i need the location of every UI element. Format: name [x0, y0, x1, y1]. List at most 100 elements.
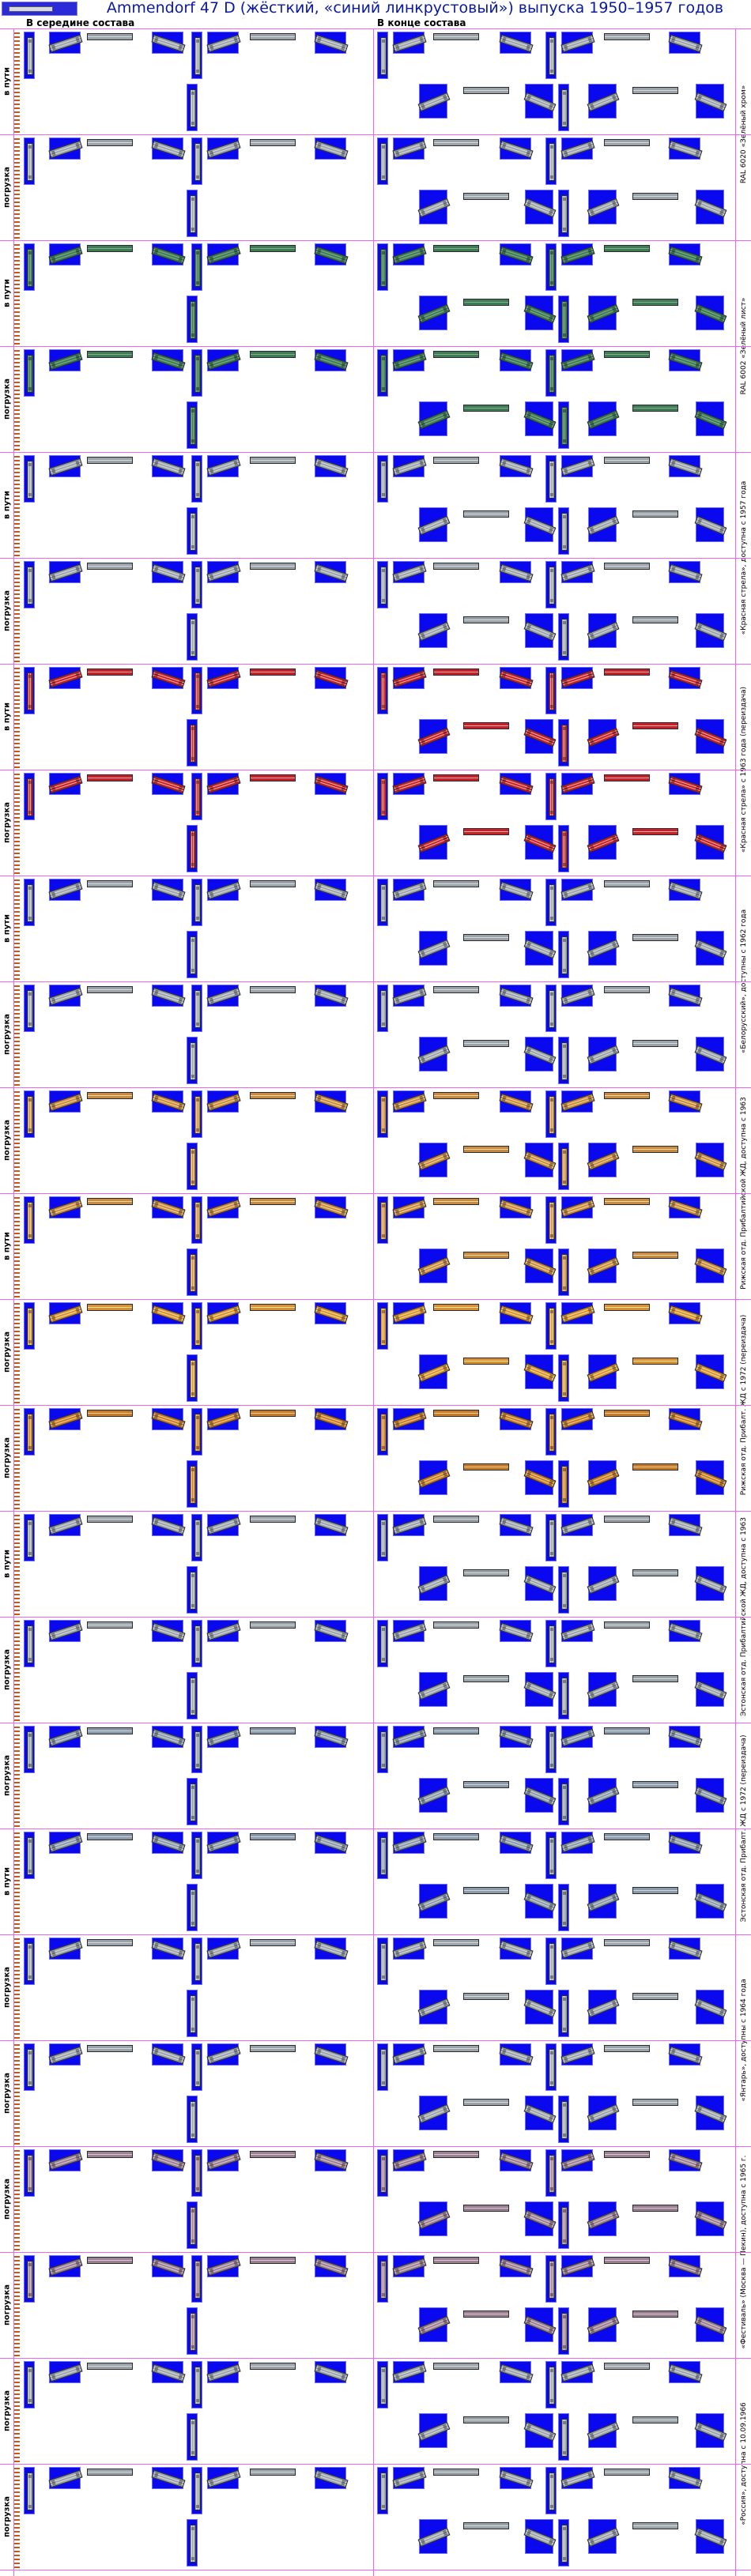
car-sprite-thumb[interactable]	[206, 1090, 241, 1113]
car-sprite-thumb[interactable]	[417, 1037, 451, 1071]
car-sprite-vertical[interactable]	[558, 2307, 569, 2355]
car-sprite-thumb[interactable]	[499, 985, 534, 1007]
car-sprite-vertical[interactable]	[191, 1408, 202, 1456]
car-sprite-side[interactable]	[250, 2469, 296, 2476]
car-sprite-vertical[interactable]	[191, 1302, 202, 1350]
car-sprite-side[interactable]	[604, 774, 650, 781]
car-sprite-thumb[interactable]	[668, 349, 703, 371]
car-sprite-thumb[interactable]	[314, 985, 349, 1007]
car-sprite-vertical[interactable]	[558, 1566, 569, 1614]
car-sprite-thumb[interactable]	[668, 1514, 703, 1536]
car-sprite-vertical[interactable]	[187, 613, 198, 661]
car-sprite-vertical[interactable]	[24, 1726, 35, 1773]
car-sprite-thumb[interactable]	[151, 349, 186, 371]
car-sprite-vertical[interactable]	[191, 985, 202, 1032]
car-sprite-thumb[interactable]	[48, 349, 83, 371]
car-sprite-side[interactable]	[632, 2310, 678, 2318]
car-sprite-thumb[interactable]	[560, 2149, 595, 2171]
car-sprite-vertical[interactable]	[377, 2255, 388, 2303]
car-sprite-vertical[interactable]	[377, 1302, 388, 1350]
car-sprite-thumb[interactable]	[587, 1778, 620, 1813]
car-sprite-thumb[interactable]	[48, 1726, 83, 1748]
car-sprite-thumb[interactable]	[668, 2255, 703, 2277]
car-sprite-side[interactable]	[250, 33, 296, 40]
car-sprite-vertical[interactable]	[187, 296, 198, 343]
car-sprite-side[interactable]	[604, 1304, 650, 1311]
car-sprite-thumb[interactable]	[694, 2519, 727, 2554]
car-sprite-side[interactable]	[87, 986, 133, 993]
car-sprite-thumb[interactable]	[392, 1090, 427, 1113]
car-sprite-side[interactable]	[250, 1621, 296, 1629]
car-sprite-thumb[interactable]	[151, 1408, 186, 1430]
car-sprite-thumb[interactable]	[314, 1620, 349, 1642]
car-sprite-thumb[interactable]	[523, 507, 557, 542]
car-sprite-side[interactable]	[87, 880, 133, 887]
car-sprite-vertical[interactable]	[191, 32, 202, 79]
car-sprite-thumb[interactable]	[587, 1143, 620, 1177]
car-sprite-side[interactable]	[604, 2045, 650, 2052]
car-sprite-thumb[interactable]	[523, 2201, 557, 2236]
car-sprite-thumb[interactable]	[417, 190, 451, 224]
car-sprite-thumb[interactable]	[392, 2467, 427, 2489]
car-sprite-side[interactable]	[433, 1833, 479, 1840]
car-sprite-vertical[interactable]	[545, 32, 557, 79]
car-sprite-vertical[interactable]	[377, 243, 388, 291]
car-sprite-side[interactable]	[463, 2310, 509, 2318]
car-sprite-side[interactable]	[433, 563, 479, 570]
car-sprite-thumb[interactable]	[499, 1408, 534, 1430]
car-sprite-thumb[interactable]	[48, 1302, 83, 1324]
car-sprite-thumb[interactable]	[206, 1408, 241, 1430]
car-sprite-thumb[interactable]	[499, 2467, 534, 2489]
car-sprite-thumb[interactable]	[587, 296, 620, 330]
car-sprite-vertical[interactable]	[187, 190, 198, 237]
car-sprite-thumb[interactable]	[694, 1990, 727, 2024]
car-sprite-vertical[interactable]	[24, 561, 35, 608]
car-sprite-thumb[interactable]	[499, 243, 534, 266]
car-sprite-vertical[interactable]	[558, 2413, 569, 2461]
car-sprite-vertical[interactable]	[558, 1037, 569, 1084]
car-sprite-thumb[interactable]	[206, 1832, 241, 1854]
car-sprite-vertical[interactable]	[545, 561, 557, 608]
car-sprite-thumb[interactable]	[587, 1672, 620, 1707]
car-sprite-thumb[interactable]	[314, 1408, 349, 1430]
car-sprite-thumb[interactable]	[48, 2149, 83, 2171]
car-sprite-side[interactable]	[632, 193, 678, 200]
car-sprite-side[interactable]	[250, 774, 296, 781]
car-sprite-thumb[interactable]	[694, 84, 727, 119]
car-sprite-thumb[interactable]	[206, 1726, 241, 1748]
car-sprite-side[interactable]	[463, 299, 509, 306]
car-sprite-vertical[interactable]	[558, 2096, 569, 2143]
car-sprite-side[interactable]	[250, 139, 296, 146]
car-sprite-vertical[interactable]	[377, 137, 388, 185]
car-sprite-vertical[interactable]	[24, 455, 35, 503]
car-sprite-thumb[interactable]	[560, 349, 595, 371]
car-sprite-thumb[interactable]	[151, 561, 186, 583]
car-sprite-thumb[interactable]	[417, 2307, 451, 2342]
car-sprite-vertical[interactable]	[191, 2149, 202, 2197]
car-sprite-thumb[interactable]	[694, 401, 727, 436]
car-sprite-thumb[interactable]	[417, 507, 451, 542]
car-sprite-thumb[interactable]	[392, 1514, 427, 1536]
car-sprite-vertical[interactable]	[545, 773, 557, 820]
car-sprite-side[interactable]	[433, 1939, 479, 1946]
car-sprite-side[interactable]	[463, 1252, 509, 1259]
car-sprite-thumb[interactable]	[417, 84, 451, 119]
car-sprite-thumb[interactable]	[48, 879, 83, 901]
car-sprite-vertical[interactable]	[558, 825, 569, 872]
car-sprite-vertical[interactable]	[558, 84, 569, 131]
car-sprite-thumb[interactable]	[560, 243, 595, 266]
car-sprite-side[interactable]	[433, 986, 479, 993]
car-sprite-thumb[interactable]	[392, 1620, 427, 1642]
car-sprite-thumb[interactable]	[151, 2149, 186, 2171]
car-sprite-thumb[interactable]	[48, 985, 83, 1007]
car-sprite-thumb[interactable]	[694, 190, 727, 224]
car-sprite-thumb[interactable]	[314, 455, 349, 477]
car-sprite-thumb[interactable]	[206, 243, 241, 266]
car-sprite-side[interactable]	[463, 1040, 509, 1047]
car-sprite-side[interactable]	[632, 87, 678, 94]
car-sprite-vertical[interactable]	[558, 1672, 569, 1719]
car-sprite-thumb[interactable]	[392, 137, 427, 160]
car-sprite-side[interactable]	[604, 880, 650, 887]
car-sprite-thumb[interactable]	[668, 137, 703, 160]
car-sprite-vertical[interactable]	[191, 1090, 202, 1138]
